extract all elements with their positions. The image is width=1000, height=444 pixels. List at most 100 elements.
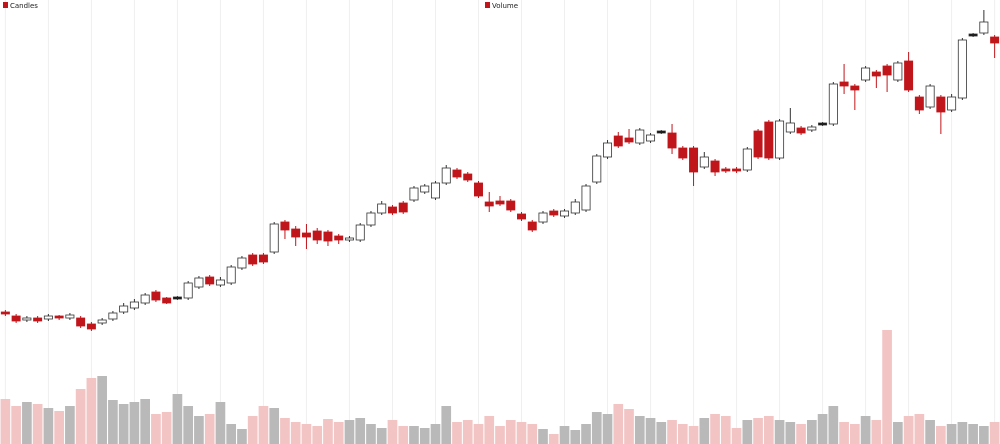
candle-body	[430, 182, 440, 199]
volume-bar	[946, 424, 957, 444]
candle-body	[624, 137, 634, 143]
volume-bar	[366, 424, 376, 444]
candle-body	[775, 120, 785, 159]
candle-body	[549, 210, 559, 216]
candle-body	[11, 315, 21, 322]
candle-body	[581, 185, 591, 211]
candle-body	[183, 282, 193, 299]
candle-body	[441, 167, 451, 184]
candle-body	[839, 81, 849, 87]
volume-bar	[559, 426, 570, 444]
candle-body	[613, 135, 623, 147]
candle-body	[312, 230, 322, 241]
volume-bar	[882, 330, 892, 444]
candle-body	[914, 96, 924, 111]
volume-bar	[527, 424, 538, 444]
volume-bar	[903, 416, 914, 444]
candle-body	[592, 155, 602, 183]
candle-body	[904, 60, 914, 91]
volume-bar	[516, 422, 527, 444]
volume-bar	[387, 420, 398, 444]
volume-bar	[22, 402, 32, 444]
candle-body	[871, 71, 881, 77]
candle-body	[269, 223, 279, 253]
volume-bar	[312, 426, 323, 444]
candle-body	[484, 201, 494, 207]
volume-bar	[97, 376, 107, 444]
candle-body	[119, 305, 129, 313]
volume-bar	[581, 424, 591, 444]
volume-bar	[505, 420, 516, 444]
volume-bar	[860, 416, 871, 444]
candle-body	[76, 317, 86, 327]
volume-bar	[355, 418, 366, 444]
candle-body	[861, 67, 871, 81]
candle-body	[570, 201, 580, 214]
candle-body	[818, 122, 828, 126]
volume-bar	[247, 416, 258, 444]
volume-bar	[43, 408, 54, 444]
volume-bar	[462, 420, 473, 444]
candle-body	[828, 83, 838, 125]
volume-bar	[290, 422, 301, 444]
candle-body	[129, 301, 139, 309]
volume-bar	[925, 420, 935, 444]
candle-body	[678, 147, 688, 159]
candle-body	[280, 221, 290, 231]
volume-bar	[11, 406, 21, 444]
volume-bar	[677, 424, 688, 444]
volume-bar	[613, 404, 624, 444]
candle-body	[215, 279, 225, 286]
volume-bar	[774, 420, 785, 444]
volume-bar	[624, 409, 634, 444]
candle-body	[409, 187, 419, 201]
candle-body	[54, 315, 64, 319]
candle-body	[979, 21, 989, 34]
volume-bar	[108, 400, 118, 444]
candle-body	[603, 142, 613, 158]
volume-bar	[710, 414, 720, 444]
candle-body	[506, 200, 516, 211]
volume-bar	[194, 416, 204, 444]
volume-bar	[753, 418, 763, 444]
volume-bar	[65, 406, 75, 444]
volume-bar	[495, 426, 505, 444]
candle-body	[387, 206, 397, 214]
volume-bar	[237, 429, 247, 444]
candle-body	[753, 130, 763, 158]
volume-bar	[570, 430, 581, 444]
candle-body	[420, 185, 430, 193]
candle-body	[151, 291, 161, 301]
candle-body	[721, 168, 731, 172]
volume-bar	[796, 424, 806, 444]
volume-bar	[0, 399, 11, 444]
volume-bar	[968, 424, 978, 444]
candle-body	[957, 39, 967, 99]
legend-icon	[3, 2, 8, 8]
volume-bar	[172, 394, 183, 444]
volume-bar	[323, 419, 333, 444]
candle-body	[527, 221, 537, 231]
candle-body	[194, 277, 204, 288]
candle-body	[33, 317, 43, 322]
volume-bar	[441, 406, 452, 444]
candle-body	[140, 294, 150, 304]
volume-bar	[688, 426, 699, 444]
candle-body	[65, 314, 75, 319]
volume-bar	[118, 404, 129, 444]
candle-body	[850, 85, 860, 91]
volume-bar	[151, 414, 161, 444]
candle-body	[43, 315, 53, 320]
candle-body	[377, 203, 387, 214]
volume-bar	[419, 428, 430, 444]
volume-bar	[839, 422, 849, 444]
volume-bar	[871, 420, 882, 444]
volume-bar	[785, 422, 796, 444]
candle-body	[237, 257, 247, 269]
volume-bar	[215, 402, 226, 444]
volume-bar	[979, 426, 989, 444]
candle-body	[646, 134, 656, 142]
candle-body	[560, 210, 570, 217]
